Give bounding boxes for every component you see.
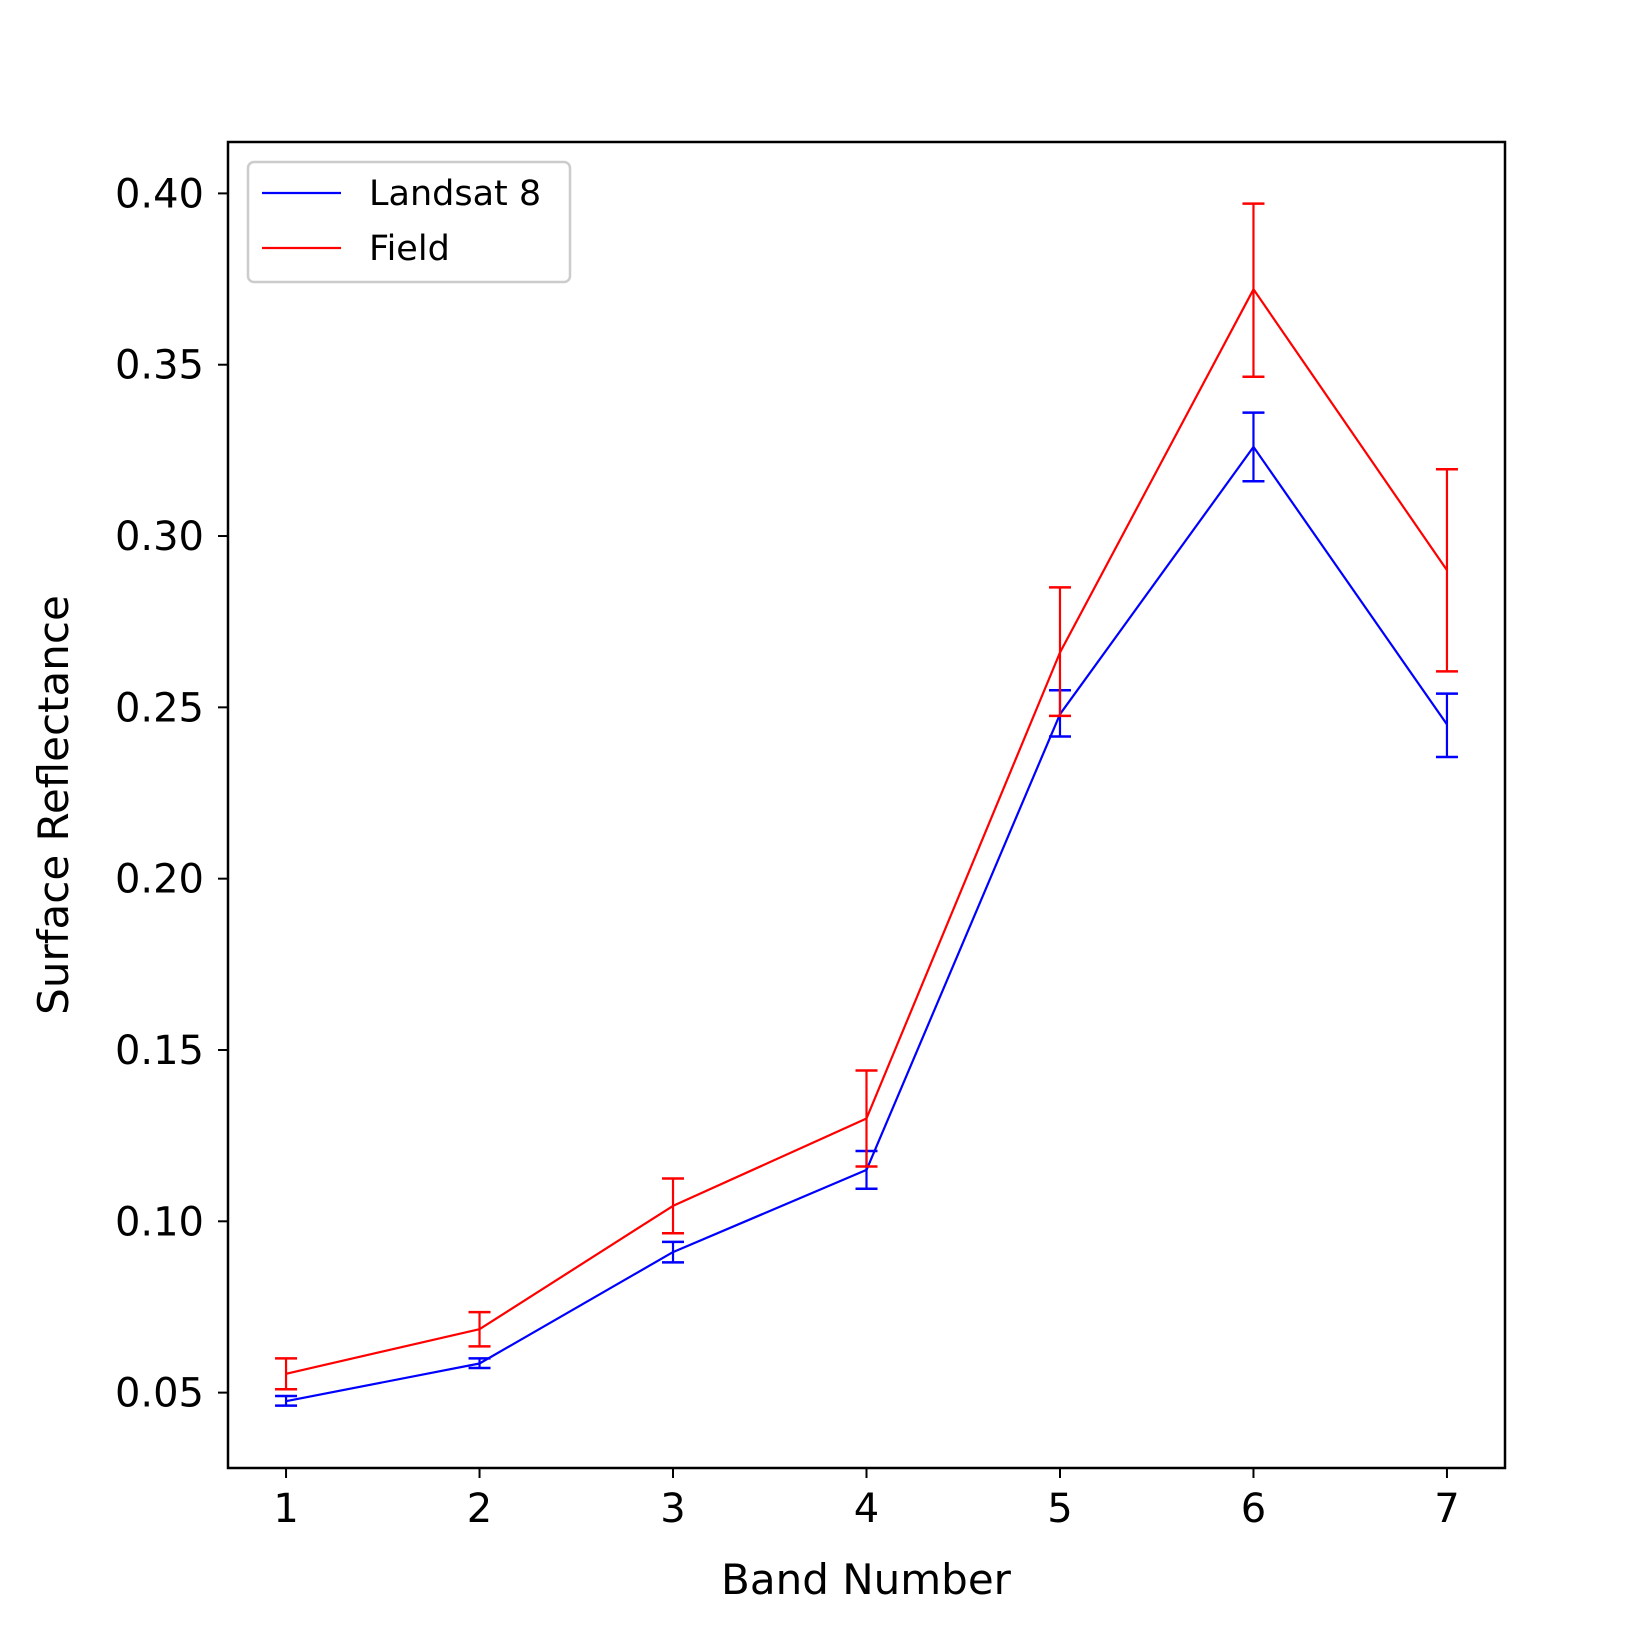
error-bar-field-band-2: [468, 1310, 491, 1348]
y-axis-label: Surface Reflectance: [29, 595, 78, 1015]
series-line-landsat-8: [285, 445, 1448, 1403]
x-axis-label: Band Number: [721, 1555, 1012, 1604]
y-tick-label-0.15: 0.15: [115, 1028, 204, 1074]
y-axis: 0.05 0.10 0.15 0.20 0.25 0.30 0.35 0.40: [115, 171, 228, 1417]
plot-frame: [226, 140, 1507, 1470]
error-bar-field-band-6: [1242, 202, 1265, 378]
x-tick-label-3: 3: [660, 1486, 685, 1532]
legend: Landsat 8 Field: [246, 160, 572, 284]
x-tick-label-2: 2: [467, 1486, 492, 1532]
error-bar-field-band-1: [275, 1357, 298, 1391]
error-bar-field-band-5: [1048, 586, 1071, 718]
series-layer: [275, 202, 1458, 1407]
y-tick-label-0.25: 0.25: [115, 685, 204, 731]
y-tick-label-0.40: 0.40: [115, 171, 204, 217]
y-tick-label-0.20: 0.20: [115, 857, 204, 903]
y-tick-label-0.05: 0.05: [115, 1371, 204, 1417]
error-bar-landsat-8-band-3: [662, 1240, 685, 1264]
error-bar-field-band-7: [1435, 467, 1458, 673]
legend-label-landsat-8: Landsat 8: [369, 174, 541, 214]
error-bar-landsat-8-band-7: [1435, 692, 1458, 759]
x-axis: 1 2 3 4 5 6 7: [273, 1468, 1460, 1532]
x-tick-label-7: 7: [1434, 1486, 1459, 1532]
y-tick-label-0.30: 0.30: [115, 514, 204, 560]
x-tick-label-1: 1: [273, 1486, 298, 1532]
x-tick-label-4: 4: [854, 1486, 879, 1532]
y-tick-label-0.10: 0.10: [115, 1199, 204, 1245]
legend-label-field: Field: [369, 229, 450, 269]
error-bar-field-band-4: [855, 1069, 878, 1168]
x-tick-label-5: 5: [1047, 1486, 1072, 1532]
y-tick-label-0.35: 0.35: [115, 343, 204, 389]
error-bar-landsat-8-band-6: [1242, 411, 1265, 483]
series-line-field: [285, 288, 1448, 1375]
error-bar-landsat-8-band-2: [468, 1357, 491, 1370]
error-bar-field-band-3: [662, 1177, 685, 1235]
error-bar-landsat-8-band-1: [275, 1394, 298, 1407]
x-tick-label-6: 6: [1241, 1486, 1266, 1532]
